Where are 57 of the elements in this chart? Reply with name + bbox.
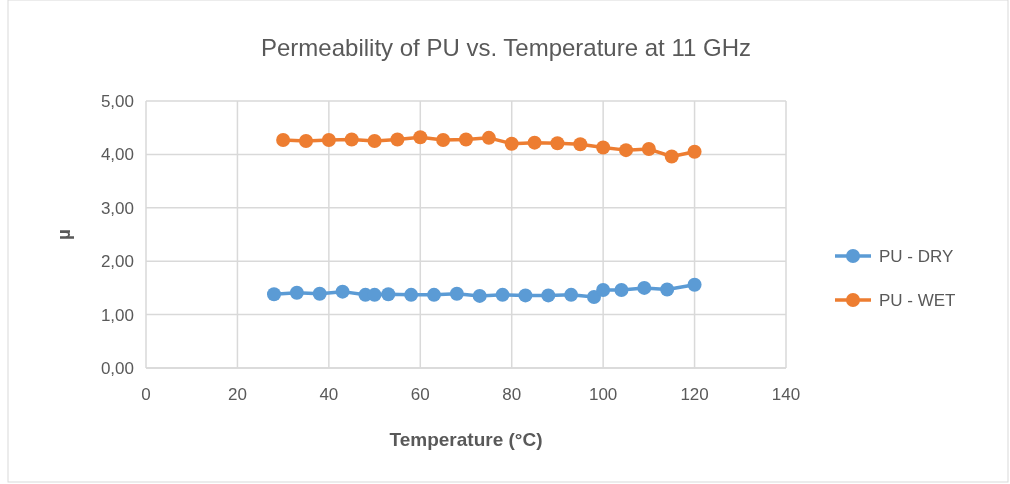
- point: [472, 288, 487, 303]
- point: [449, 286, 464, 301]
- y-tick-label: 3,00: [100, 198, 134, 218]
- point: [637, 280, 652, 295]
- point: [436, 132, 451, 147]
- point: [390, 132, 405, 147]
- point: [312, 286, 327, 301]
- x-tick-label: 20: [227, 385, 247, 404]
- x-tick-label: 140: [771, 385, 801, 404]
- point: [518, 288, 533, 303]
- point: [550, 136, 565, 151]
- legend-label: PU - DRY: [879, 247, 954, 266]
- point: [541, 288, 556, 303]
- point: [573, 137, 588, 152]
- legend-label: PU - WET: [879, 291, 956, 310]
- point: [495, 287, 510, 302]
- point: [687, 144, 702, 159]
- x-tick-label: 0: [141, 385, 151, 404]
- point: [527, 135, 542, 150]
- point: [687, 277, 702, 292]
- point: [504, 136, 519, 151]
- y-axis-title: µ: [53, 229, 74, 240]
- x-tick-label: 60: [410, 385, 430, 404]
- point: [587, 289, 601, 304]
- point: [664, 149, 679, 164]
- point: [335, 284, 350, 299]
- point: [276, 132, 291, 147]
- point: [299, 134, 313, 149]
- point: [619, 143, 633, 158]
- point: [321, 132, 336, 147]
- point: [660, 282, 675, 297]
- point: [459, 132, 473, 147]
- y-tick-label: 0,00: [100, 359, 134, 378]
- point: [614, 283, 629, 298]
- y-tick-label: 4,00: [100, 145, 134, 165]
- y-tick-label: 5,00: [100, 92, 134, 111]
- point: [344, 132, 359, 147]
- point: [413, 130, 428, 145]
- point: [641, 142, 656, 157]
- x-tick-label: 40: [319, 385, 339, 404]
- x-axis-title: Temperature (°C): [389, 429, 543, 450]
- chart-title: Permeability of PU vs. Temperature at 11 GHz: [261, 34, 751, 61]
- point: [267, 287, 281, 302]
- y-tick-label: 1,00: [100, 305, 134, 325]
- point: [564, 287, 579, 302]
- point: [404, 287, 419, 302]
- point: [427, 287, 441, 302]
- point: [367, 134, 382, 149]
- point: [381, 287, 396, 302]
- point: [481, 130, 496, 145]
- point: [596, 140, 611, 155]
- x-tick-label: 80: [502, 385, 522, 404]
- y-tick-label: 2,00: [100, 252, 134, 272]
- x-tick-label: 120: [680, 385, 709, 404]
- x-tick-label: 100: [588, 385, 618, 404]
- point: [596, 283, 611, 298]
- point: [289, 285, 304, 300]
